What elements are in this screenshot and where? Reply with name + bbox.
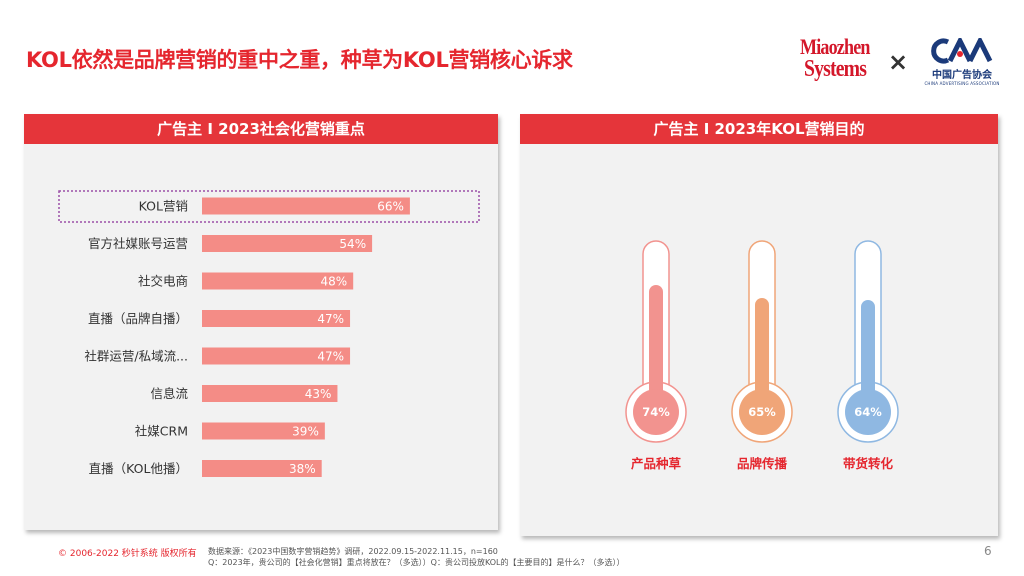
thermo-value-1: 74% xyxy=(642,405,670,419)
footer-source-line2: Q：2023年，贵公司的【社会化营销】重点将放在？（多选））Q：贵公司投放KOL… xyxy=(208,558,625,567)
category-label-1: KOL营销 xyxy=(139,199,188,214)
highlight-box xyxy=(58,190,480,223)
thermo-label-2: 品牌传播 xyxy=(737,456,788,471)
category-label-3: 社交电商 xyxy=(138,274,188,289)
bar-7 xyxy=(202,422,325,440)
caa-logo: 中国广告协会 CHINA ADVERTISING ASSOCIATION xyxy=(924,38,1000,88)
bar-8 xyxy=(202,460,322,477)
bar-5 xyxy=(202,347,351,365)
miaozhen-logo-line1: Miaozhen xyxy=(800,34,870,59)
bulb-fill-2 xyxy=(739,389,785,435)
value-label-7: 39% xyxy=(292,425,319,439)
kol-purpose-panel: 广告主 I 2023年KOL营销目的 74% 产品种草 65% 品牌传播 64% 带货转化 xyxy=(520,114,998,536)
kol-purpose-title: 广告主 I 2023年KOL营销目的 xyxy=(520,114,998,144)
times-icon: × xyxy=(888,48,909,76)
category-label-6: 信息流 xyxy=(150,386,188,401)
category-label-5: 社群运营/私域流... xyxy=(84,349,188,364)
category-label-7: 社媒CRM xyxy=(135,424,188,439)
category-label-4: 直播（品牌自播） xyxy=(88,311,188,326)
value-label-3: 48% xyxy=(321,275,348,289)
value-label-4: 47% xyxy=(317,312,344,326)
footer-copyright: © 2006-2022 秒针系统 版权所有 xyxy=(58,549,197,559)
social-marketing-panel: 广告主 I 2023社会化营销重点 KOL营销 66% 官方社媒账号运营 54% 社交电… xyxy=(24,114,498,530)
footer-source-line1: 数据来源：《2023中国数字营销趋势》调研，2022.09.15-2022.11… xyxy=(208,547,498,556)
caa-logo-cn: 中国广告协会 xyxy=(932,70,992,81)
mercury-1 xyxy=(649,285,663,398)
value-label-2: 54% xyxy=(339,237,366,251)
thermo-label-1: 产品种草 xyxy=(631,456,682,471)
bar-3 xyxy=(202,272,354,290)
page-number: 6 xyxy=(984,544,992,558)
value-label-8: 38% xyxy=(289,462,316,476)
thermo-value-3: 64% xyxy=(854,405,882,419)
category-label-8: 直播（KOL他播） xyxy=(89,461,188,476)
miaozhen-logo-line2: Systems xyxy=(804,56,867,82)
thermo-value-2: 65% xyxy=(748,405,776,419)
bulb-fill-3 xyxy=(845,389,891,435)
caa-mark-icon xyxy=(931,38,993,64)
value-label-1: 66% xyxy=(377,200,404,214)
mercury-3 xyxy=(861,300,875,398)
bulb-fill-1 xyxy=(633,389,679,435)
bar-2 xyxy=(202,235,373,252)
category-label-2: 官方社媒账号运营 xyxy=(88,236,188,251)
kol-purpose-thermometer-chart: 74% 产品种草 65% 品牌传播 64% 带货转化 xyxy=(625,240,899,471)
bar-6 xyxy=(202,385,338,402)
value-label-5: 47% xyxy=(317,350,344,364)
thermo-label-3: 带货转化 xyxy=(843,456,894,471)
footer-source: 数据来源：《2023中国数字营销趋势》调研，2022.09.15-2022.11… xyxy=(208,546,625,568)
bar-1 xyxy=(202,197,410,215)
page-title: KOL依然是品牌营销的重中之重，种草为KOL营销核心诉求 xyxy=(26,48,573,72)
miaozhen-logo: Miaozhen Systems xyxy=(800,36,874,88)
value-label-6: 43% xyxy=(305,387,332,401)
social-marketing-bar-chart: KOL营销 66% 官方社媒账号运营 54% 社交电商 48% 直播（品牌自播） 47% 社群运… xyxy=(58,190,480,477)
bar-4 xyxy=(202,310,351,327)
mercury-2 xyxy=(755,298,769,398)
social-marketing-title: 广告主 I 2023社会化营销重点 xyxy=(24,114,498,144)
caa-logo-en: CHINA ADVERTISING ASSOCIATION xyxy=(924,81,1000,86)
